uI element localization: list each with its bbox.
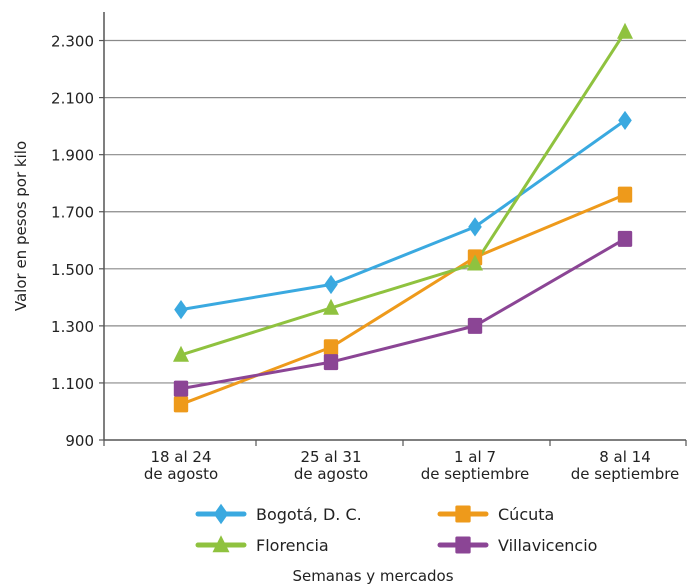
- series-markers: [173, 22, 633, 413]
- data-point: [617, 186, 633, 203]
- legend-marker: [212, 535, 230, 553]
- data-point: [467, 254, 483, 271]
- x-tick-label: 8 al 14 de septiembre: [571, 448, 680, 483]
- series-lines: [180, 31, 627, 406]
- legend: Bogotá, D. C. Cúcuta Florencia Villavicenci…: [195, 503, 597, 555]
- legend-item: Villavicencio: [437, 536, 597, 555]
- data-point: [467, 317, 483, 334]
- legend-marker: [213, 503, 229, 525]
- series-line: [180, 119, 626, 312]
- y-tick-label: 2.100: [51, 90, 94, 108]
- series-line: [180, 237, 626, 391]
- data-point: [174, 300, 188, 320]
- legend-item: Cúcuta: [437, 505, 554, 524]
- data-point: [617, 22, 633, 39]
- data-point: [173, 380, 189, 397]
- y-tick-label: 1.100: [51, 375, 94, 393]
- legend-label: Florencia: [256, 536, 329, 555]
- y-axis-title: Valor en pesos por kilo: [12, 141, 30, 311]
- legend-item: Florencia: [195, 535, 329, 555]
- data-point: [173, 345, 189, 362]
- x-axis-title: Semanas y mercados: [292, 567, 453, 585]
- x-tick-label: 1 al 7 de septiembre: [421, 448, 530, 483]
- data-point: [324, 274, 338, 295]
- y-tick-label: 1.500: [51, 261, 94, 279]
- y-tick-label: 2.300: [51, 33, 94, 51]
- y-tick-label: 900: [65, 432, 94, 450]
- x-tick-label: 18 al 24 de agosto: [144, 448, 218, 483]
- data-point: [323, 339, 339, 356]
- legend-item: Bogotá, D. C.: [195, 503, 362, 525]
- data-point: [468, 217, 482, 237]
- x-tick-labels: 18 al 24 de agosto 25 al 31 de agosto 1 al 7…: [144, 448, 679, 483]
- legend-marker: [455, 536, 471, 554]
- y-tick-label: 1.900: [51, 147, 94, 165]
- data-point: [617, 230, 633, 247]
- legend-label: Cúcuta: [498, 505, 554, 524]
- x-tick-label: 25 al 31 de agosto: [294, 448, 368, 483]
- legend-label: Villavicencio: [498, 536, 597, 555]
- data-point: [323, 298, 339, 315]
- y-tick-label: 1.700: [51, 204, 94, 222]
- axes: [99, 12, 687, 446]
- series-line: [180, 31, 627, 357]
- y-tick-labels: 900 1.100 1.300 1.500 1.700 1.900 2.100 2.300: [51, 33, 94, 450]
- grid-lines: [104, 39, 686, 384]
- legend-marker: [455, 505, 471, 523]
- data-point: [618, 110, 632, 131]
- y-tick-label: 1.300: [51, 318, 94, 336]
- legend-label: Bogotá, D. C.: [256, 505, 362, 524]
- data-point: [173, 396, 189, 413]
- data-point: [323, 354, 339, 371]
